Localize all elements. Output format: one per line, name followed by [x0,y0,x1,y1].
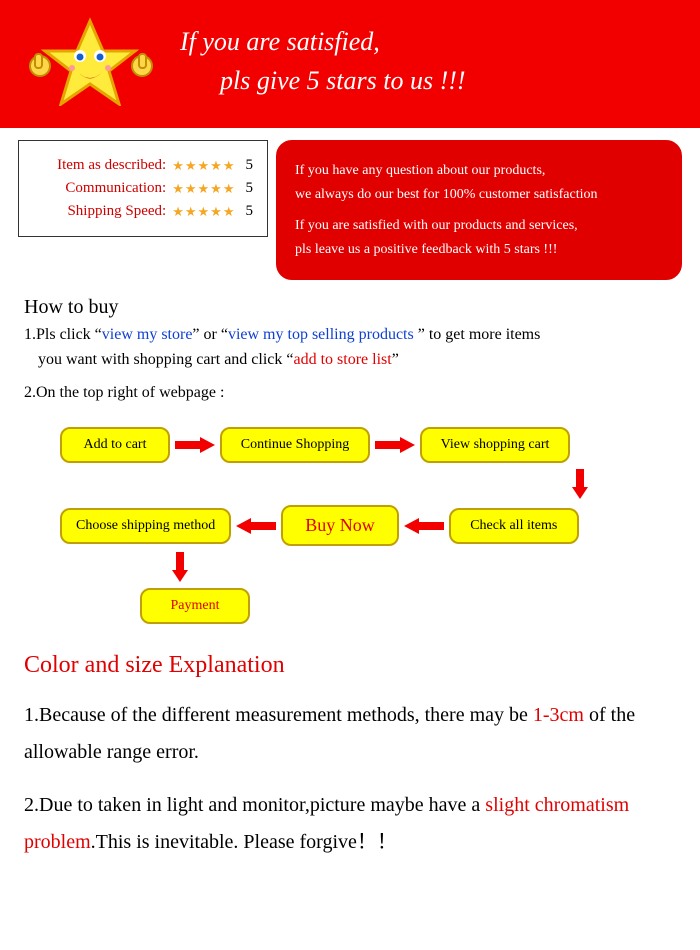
stars-icon: ★★★★★ [172,181,235,197]
arrow-right-icon [370,435,420,455]
feedback-message-box: If you have any question about our produ… [276,140,682,280]
link-view-store[interactable]: view my store [102,326,193,343]
ratings-box: Item as described: ★★★★★ 5 Communication… [18,140,268,237]
arrow-left-icon [399,516,449,536]
flow-view-cart: View shopping cart [420,427,570,463]
info-row: Item as described: ★★★★★ 5 Communication… [0,128,700,292]
link-view-top-selling[interactable]: view my top selling products [228,326,418,343]
howto-title: How to buy [24,296,676,319]
arrow-left-icon [231,516,281,536]
link-add-to-store-list[interactable]: add to store list [294,351,392,368]
banner-text: If you are satisfied, pls give 5 stars t… [180,22,466,100]
message-line: If you are satisfied with our products a… [295,215,663,236]
star-mascot-icon [20,16,160,106]
stars-icon: ★★★★★ [172,204,235,220]
explanation-p1: 1.Because of the different measurement m… [24,697,676,771]
message-line: If you have any question about our produ… [295,160,663,181]
flow-payment: Payment [140,588,250,624]
rating-score: 5 [246,203,254,220]
stars-icon: ★★★★★ [172,158,235,174]
explanation-p2: 2.Due to taken in light and monitor,pict… [24,787,676,861]
rating-row: Item as described: ★★★★★ 5 [33,157,253,174]
flow-add-to-cart: Add to cart [60,427,170,463]
color-size-explanation: Color and size Explanation 1.Because of … [0,638,700,897]
purchase-flowchart: Add to cart Continue Shopping View shopp… [0,413,700,638]
banner-line2: pls give 5 stars to us !!! [180,61,466,100]
how-to-buy-section: How to buy 1.Pls click “view my store” o… [0,292,700,405]
arrow-down-icon [570,467,590,501]
rating-score: 5 [246,157,254,174]
howto-step1: 1.Pls click “view my store” or “view my … [24,323,676,373]
flow-buy-now: Buy Now [281,505,399,546]
flow-choose-shipping: Choose shipping method [60,508,231,544]
satisfaction-banner: If you are satisfied, pls give 5 stars t… [0,0,700,128]
rating-row: Shipping Speed: ★★★★★ 5 [33,203,253,220]
flow-check-items: Check all items [449,508,579,544]
message-line: pls leave us a positive feedback with 5 … [295,239,663,260]
rating-row: Communication: ★★★★★ 5 [33,180,253,197]
message-line: we always do our best for 100% customer … [295,184,663,205]
rating-label: Item as described: [57,157,166,174]
rating-score: 5 [246,180,254,197]
highlight-measurement: 1-3cm [533,704,584,726]
banner-line1: If you are satisfied, [180,22,466,61]
howto-step2: 2.On the top right of webpage : [24,381,676,406]
flow-continue-shopping: Continue Shopping [220,427,370,463]
rating-label: Shipping Speed: [67,203,166,220]
arrow-down-icon [170,550,190,584]
rating-label: Communication: [65,180,166,197]
arrow-right-icon [170,435,220,455]
explanation-title: Color and size Explanation [24,652,676,679]
